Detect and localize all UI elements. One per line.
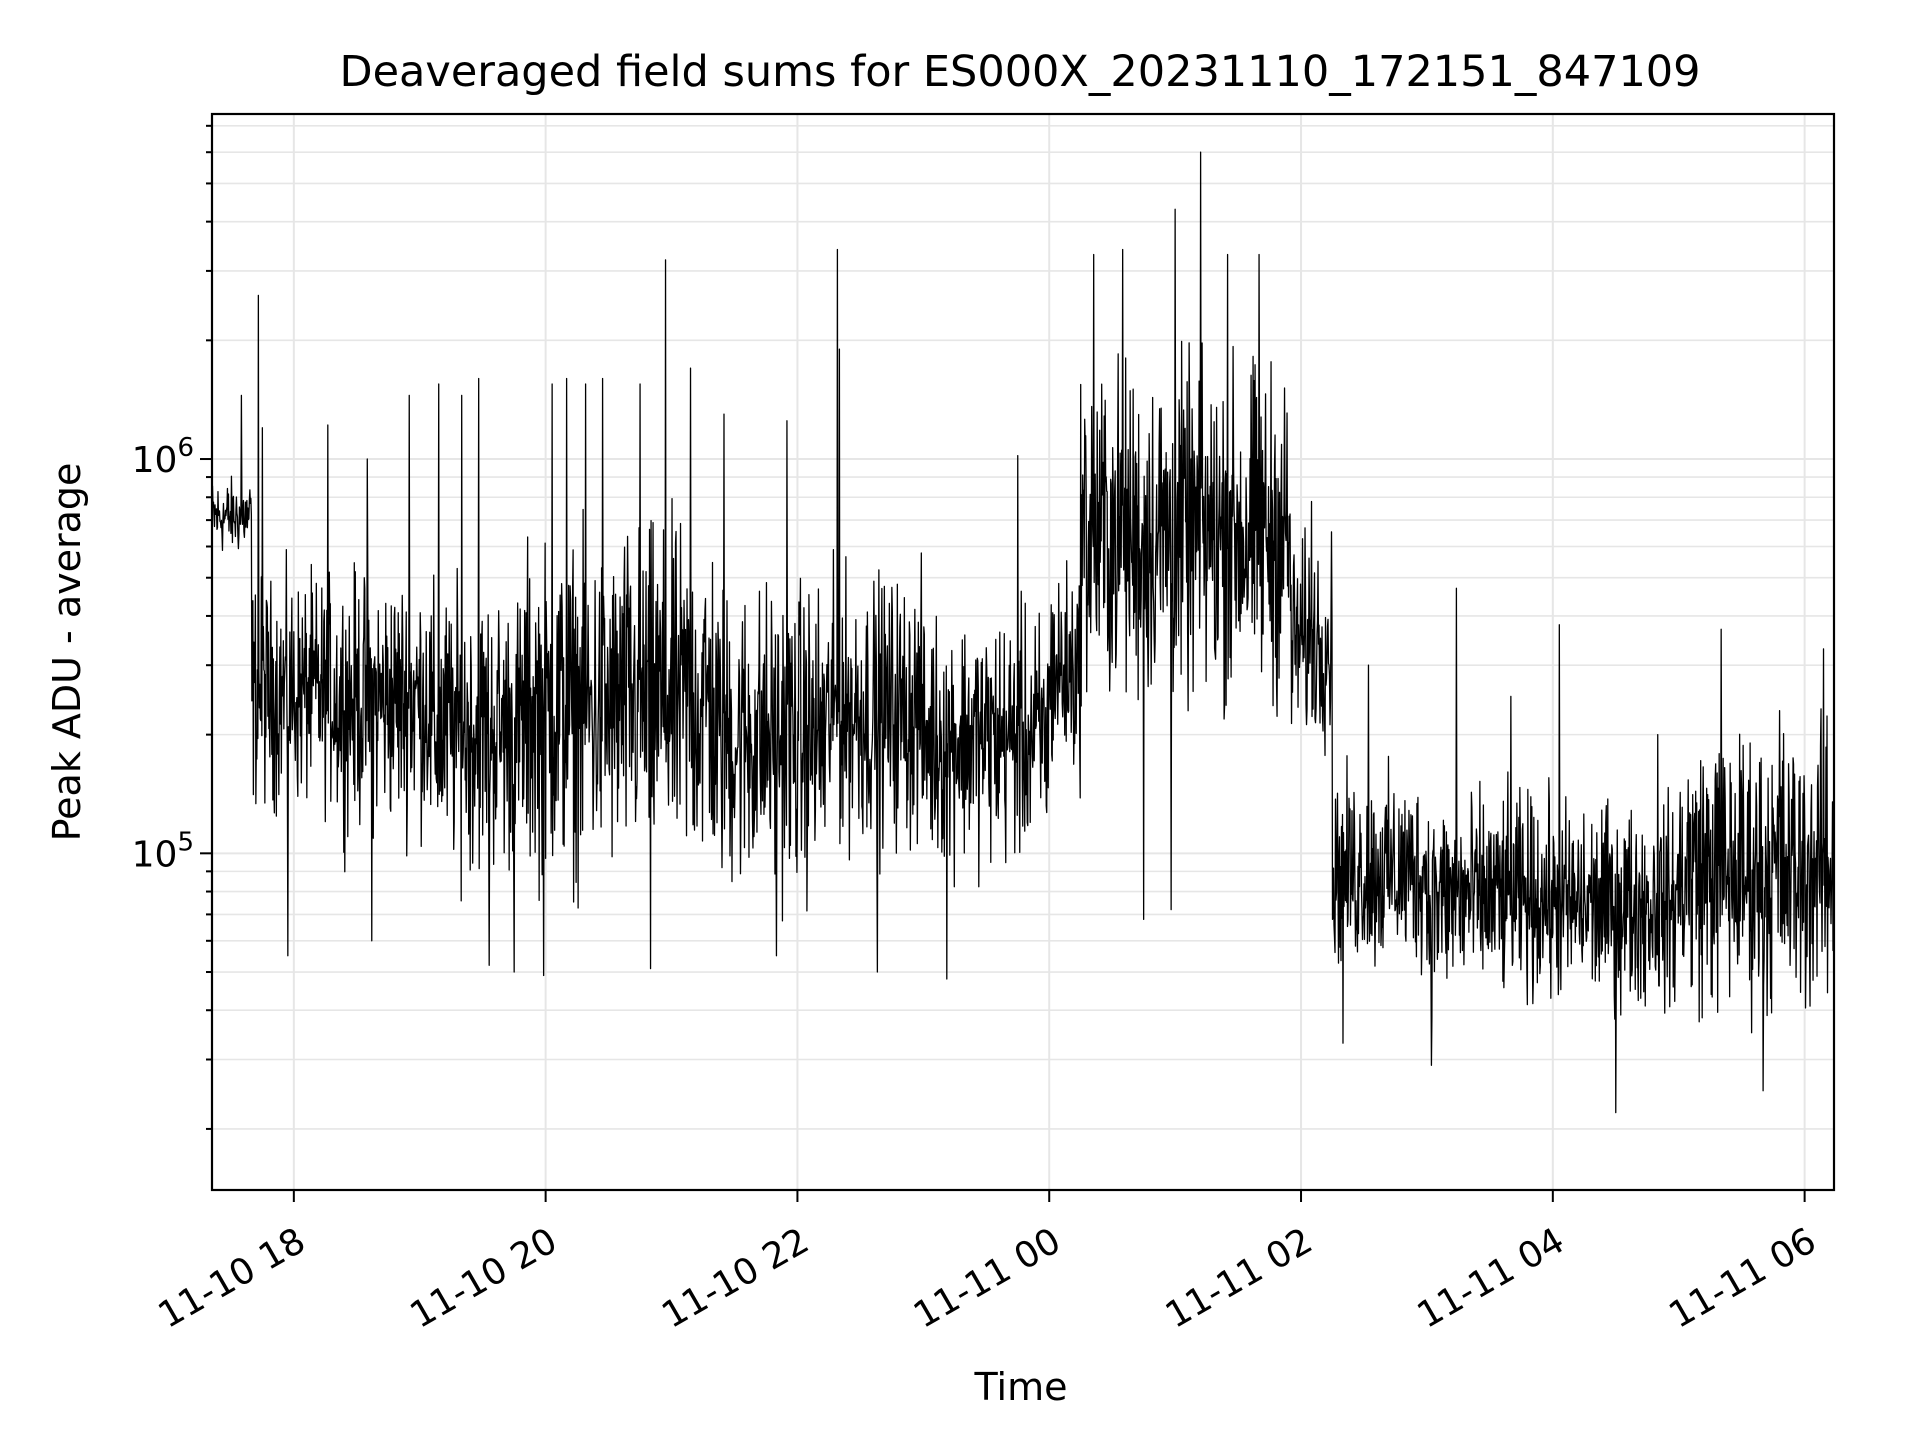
series-line xyxy=(211,151,1835,1114)
x-axis-label: Time xyxy=(974,1365,1068,1409)
y-tick-mantissa: 10 xyxy=(132,834,178,875)
y-tick-mantissa: 10 xyxy=(132,440,178,481)
y-tick-exponent: 6 xyxy=(177,433,194,463)
y-tick-label: 105 xyxy=(132,827,194,875)
y-tick-exponent: 5 xyxy=(177,827,194,857)
plot-frame xyxy=(210,112,1836,1192)
data-series xyxy=(211,151,1835,1114)
y-tick-label: 106 xyxy=(132,433,194,481)
y-axis-label: Peak ADU - average xyxy=(45,463,89,842)
grid xyxy=(212,114,1834,1190)
chart-title: Deaveraged field sums for ES000X_2023111… xyxy=(339,47,1700,97)
